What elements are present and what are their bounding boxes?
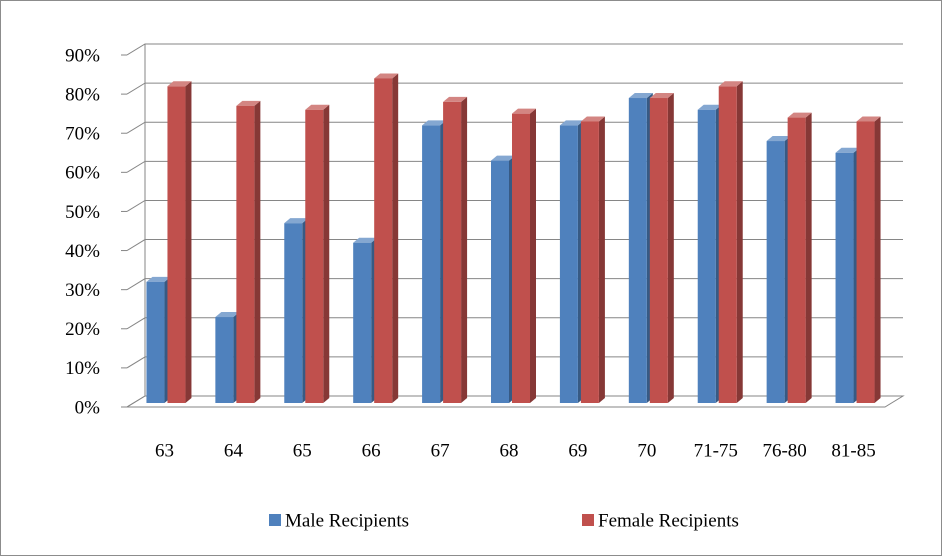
bar: [284, 223, 303, 403]
bar: [305, 109, 324, 403]
bar: [559, 125, 578, 404]
bar-top: [305, 104, 330, 110]
bar: [422, 125, 441, 404]
legend-swatch: [582, 514, 594, 526]
y-tick-label: 50%: [65, 202, 100, 223]
y-tick-label: 40%: [65, 241, 100, 262]
legend-swatch: [269, 514, 281, 526]
bar-top: [491, 155, 515, 161]
bar: [718, 86, 737, 404]
bar: [443, 101, 462, 403]
bar-side: [185, 81, 192, 404]
bar-top: [580, 116, 605, 122]
bar-side: [461, 96, 468, 403]
bar-side: [392, 73, 399, 403]
bar: [491, 160, 509, 403]
x-tick-label: 65: [293, 440, 312, 461]
bar: [146, 281, 165, 403]
x-tick-label: 67: [431, 440, 450, 461]
bar-top: [146, 276, 171, 282]
bar: [512, 113, 530, 404]
bar-side: [667, 93, 674, 404]
bar-top: [215, 312, 240, 318]
bar-top: [284, 218, 309, 224]
bar-side: [530, 108, 536, 404]
bar-top: [512, 108, 536, 114]
y-tick-label: 10%: [65, 358, 100, 379]
x-tick-label: 66: [362, 440, 381, 461]
bar: [167, 86, 186, 404]
bar-top: [559, 120, 584, 126]
x-tick-label: 68: [500, 440, 519, 461]
bar: [787, 117, 806, 404]
bar-top: [718, 81, 743, 87]
bar: [353, 242, 372, 403]
bar-top: [167, 81, 192, 87]
bar-side: [805, 112, 812, 404]
bar: [835, 152, 854, 403]
bar: [628, 98, 647, 404]
bar: [766, 141, 785, 404]
y-tick-label: 70%: [65, 124, 100, 145]
x-tick-label: 63: [155, 440, 174, 461]
bar-top: [697, 104, 722, 110]
y-tick-label: 20%: [65, 319, 100, 340]
bar-top: [422, 120, 447, 126]
bar: [580, 121, 599, 403]
y-tick-label: 80%: [65, 84, 100, 105]
y-tick-label: 90%: [65, 45, 100, 66]
x-tick-label: 81-85: [831, 440, 875, 461]
y-tick-label: 60%: [65, 163, 100, 184]
legend-label: Female Recipients: [598, 510, 739, 531]
bar-side: [736, 81, 743, 404]
legend-label: Male Recipients: [285, 510, 409, 531]
bar-top: [353, 237, 378, 243]
bar: [697, 109, 716, 403]
floor: [125, 395, 905, 408]
grid-line: [126, 43, 903, 56]
bar: [856, 121, 875, 403]
bar-top: [856, 116, 881, 122]
x-tick-label: 64: [224, 440, 244, 461]
bar: [215, 317, 234, 403]
bar-top: [766, 136, 791, 142]
bar: [649, 98, 668, 404]
y-tick-label: 30%: [65, 280, 100, 301]
bar-side: [323, 104, 330, 403]
y-tick-label: 0%: [75, 397, 101, 418]
bar: [236, 105, 255, 403]
bar-top: [443, 96, 468, 102]
grid-line: [126, 82, 903, 95]
bar-top: [628, 93, 653, 99]
x-tick-label: 71-75: [694, 440, 738, 461]
x-tick-label: 69: [568, 440, 587, 461]
bar-side: [254, 100, 261, 403]
bar-side: [598, 116, 605, 403]
bar-top: [236, 100, 261, 106]
x-tick-label: 70: [637, 440, 656, 461]
bar-side: [874, 116, 881, 403]
bar-top: [649, 93, 674, 99]
x-tick-label: 76-80: [762, 440, 806, 461]
bar: [374, 78, 393, 403]
bar-top: [374, 73, 399, 79]
bar-top: [835, 147, 860, 153]
bar-top: [787, 112, 812, 118]
